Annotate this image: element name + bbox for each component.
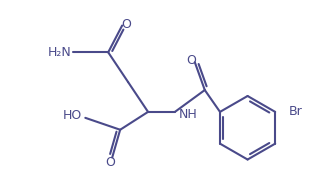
Text: HO: HO — [63, 109, 82, 122]
Text: O: O — [186, 54, 196, 67]
Text: NH: NH — [179, 108, 197, 121]
Text: Br: Br — [289, 105, 303, 118]
Text: O: O — [121, 18, 131, 31]
Text: H₂N: H₂N — [47, 46, 71, 59]
Text: O: O — [105, 156, 115, 169]
